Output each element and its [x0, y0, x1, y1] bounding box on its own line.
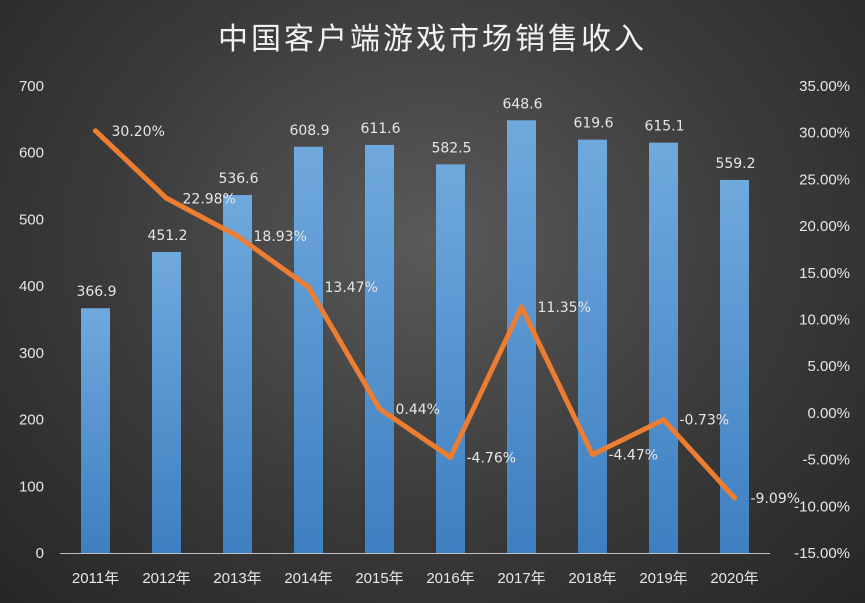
x-tick-label: 2013年 [213, 570, 261, 587]
y-left-tick-label: 500 [19, 211, 44, 228]
y-right-tick-label: 15.00% [799, 265, 850, 282]
line-data-label: 0.44% [396, 402, 440, 418]
y-right-tick-label: 35.00% [799, 78, 850, 95]
line-data-label: 13.47% [325, 280, 378, 296]
bar [81, 308, 110, 553]
bar-data-label: 559.2 [715, 156, 755, 172]
x-tick-label: 2012年 [142, 570, 190, 587]
growth-point [590, 452, 595, 458]
growth-point [661, 417, 666, 423]
y-right-tick-label: 5.00% [807, 358, 850, 375]
y-left-tick-label: 0 [36, 545, 44, 562]
chart-title: 中国客户端游戏市场销售收入 [218, 22, 647, 57]
bar [578, 139, 607, 553]
y-right-tick-label: 0.00% [807, 405, 850, 422]
growth-point [306, 284, 311, 290]
y-left-tick-label: 100 [19, 478, 44, 495]
y-right-tick-label: 20.00% [799, 218, 850, 235]
bar [507, 120, 536, 554]
bar-data-label: 615.1 [644, 119, 684, 135]
x-tick-label: 2019年 [639, 570, 687, 587]
y-left-tick-label: 400 [19, 278, 44, 295]
line-data-label: -4.76% [467, 450, 517, 466]
growth-point [235, 233, 240, 239]
growth-point [519, 304, 524, 310]
growth-point [93, 128, 98, 134]
y-right-tick-label: -10.00% [794, 498, 850, 515]
line-data-label: 30.20% [112, 124, 165, 140]
bar [365, 144, 394, 553]
bar-data-label: 608.9 [289, 123, 329, 139]
line-data-label: -9.09% [751, 491, 801, 507]
x-tick-label: 2015年 [355, 570, 403, 587]
y-right-tick-label: 10.00% [799, 312, 850, 329]
y-left-tick-label: 700 [19, 78, 44, 95]
growth-line [93, 128, 737, 501]
x-tick-label: 2017年 [497, 570, 545, 587]
line-data-label: 22.98% [183, 191, 236, 207]
bar-data-label: 648.6 [502, 96, 542, 112]
line-data-label: -4.47% [609, 448, 659, 464]
y-right-tick-label: 30.00% [799, 125, 850, 142]
y-left-tick-label: 600 [19, 145, 44, 162]
x-tick-label: 2020年 [710, 570, 758, 587]
bar [436, 164, 465, 553]
bar [294, 146, 323, 553]
y-right-tick-label: -5.00% [802, 452, 850, 469]
bar-data-label: 536.6 [218, 171, 258, 187]
x-tick-label: 2018年 [568, 570, 616, 587]
x-tick-label: 2011年 [72, 570, 119, 587]
bar [223, 195, 252, 553]
y-right-tick-label: 25.00% [799, 171, 850, 188]
bar-data-label: 451.2 [147, 228, 187, 244]
bar-data-label: 582.5 [431, 140, 471, 156]
growth-point [377, 406, 382, 412]
bar-data-label: 611.6 [360, 121, 400, 137]
x-tick-label: 2014年 [284, 570, 332, 587]
bar [649, 142, 678, 553]
growth-point [164, 195, 169, 201]
y-left-tick-label: 300 [19, 345, 44, 362]
growth-point [732, 495, 737, 501]
bar [152, 251, 181, 553]
y-right-tick-label: -15.00% [794, 545, 850, 562]
bar-data-label: 366.9 [76, 284, 116, 300]
line-data-label: -0.73% [680, 413, 730, 429]
growth-point [448, 454, 453, 460]
bar-data-label: 619.6 [573, 116, 613, 132]
line-data-label: 18.93% [254, 229, 307, 245]
y-left-tick-label: 200 [19, 412, 44, 429]
line-data-label: 11.35% [538, 300, 591, 316]
x-tick-label: 2016年 [426, 570, 474, 587]
